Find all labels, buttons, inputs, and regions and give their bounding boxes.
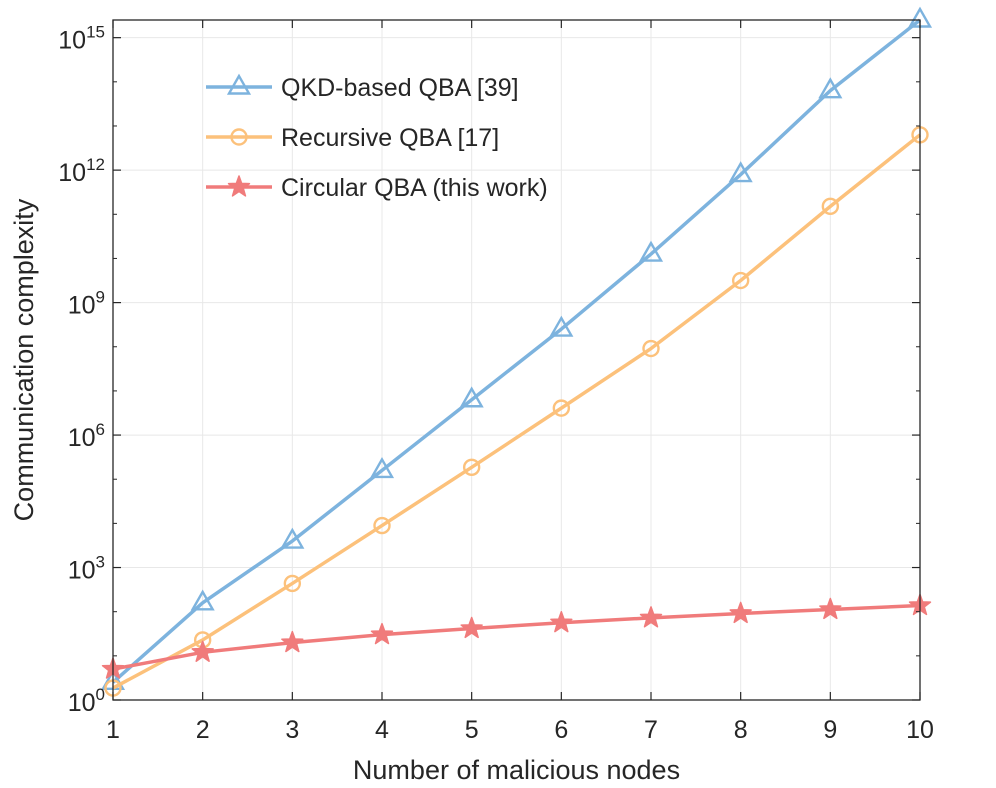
tick-labels: 1 2 3 4 5 6 7 8 9 10 100 103 106 109 1012 1015 [58,23,934,744]
y-tick-label: 1012 [58,155,105,187]
x-tick-label: 6 [554,716,568,744]
series-line [111,18,922,684]
x-tick-label: 7 [644,716,658,744]
y-axis-label: Communication complexity [9,198,39,521]
data-point [283,574,302,593]
x-tick-label: 3 [285,716,299,744]
y-tick-label: 106 [68,420,105,452]
data-point [821,197,840,216]
series-line [112,133,922,690]
ticks [112,20,921,701]
data-point [370,622,394,645]
data-point [459,386,484,408]
data-point [642,339,660,358]
data-point [550,610,573,633]
legend-marker [230,128,248,146]
y-tick-label: 103 [68,553,105,585]
data-point [552,399,571,417]
legend-label: Recursive QBA [17] [281,124,499,152]
y-tick-label: 100 [68,685,105,717]
x-tick-label: 1 [106,716,120,744]
y-tick-label: 1015 [58,23,105,55]
data-point [190,589,215,611]
legend-label: Circular QBA (this work) [281,174,548,202]
x-tick-label: 4 [375,716,389,744]
data-point [460,616,483,639]
data-point [549,315,574,337]
legend-item: Circular QBA (this work) [206,174,548,202]
x-tick-label: 8 [734,716,748,744]
legend-item: Recursive QBA [17] [206,124,499,152]
plot-frame [112,19,921,701]
legend: QKD-based QBA [39] Recursive QBA [17] Circ… [206,73,548,202]
x-tick-label: 2 [196,716,210,744]
x-axis-label: Number of malicious nodes [353,755,680,785]
data-point [728,161,753,183]
data-point [639,606,663,628]
data-point [373,516,391,535]
x-tick-label: 9 [823,716,837,744]
data-point [818,77,843,99]
data-point [819,597,842,620]
data-point [191,640,214,662]
legend-label: QKD-based QBA [39] [281,74,519,102]
legend-item: QKD-based QBA [39] [206,73,519,102]
data-point [729,601,752,624]
data-point [638,240,664,262]
legend-marker [226,73,252,95]
x-tick-label: 10 [906,716,934,744]
data-point [280,527,305,549]
series-layer [100,6,933,697]
x-tick-label: 5 [465,716,479,744]
y-tick-label: 109 [68,288,105,320]
series-1 [100,6,933,691]
legend-marker [227,175,251,197]
data-point [369,456,395,479]
data-point [462,458,481,476]
data-point [281,630,304,653]
series-line [112,603,921,671]
data-point [731,271,750,290]
